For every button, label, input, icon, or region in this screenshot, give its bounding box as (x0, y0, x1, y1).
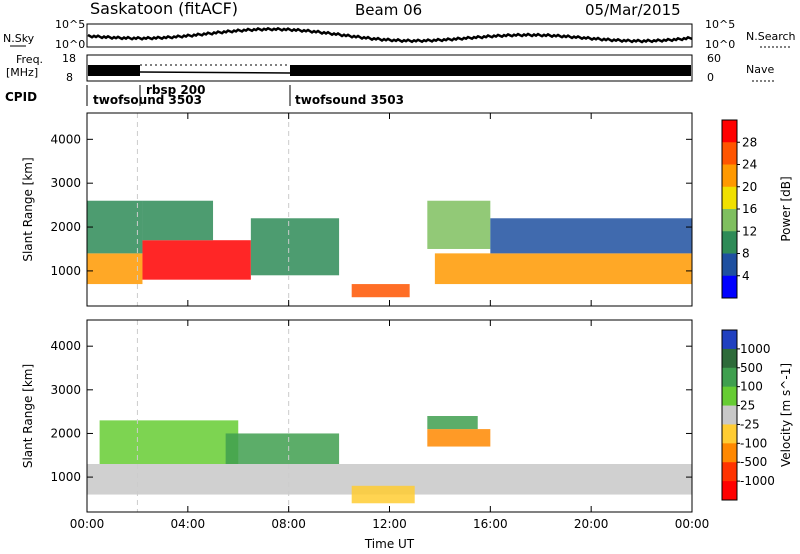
power-data-region (434, 253, 692, 285)
velocity-colorbar-segment (722, 386, 737, 407)
velocity-x-tick-label: 08:00 (271, 517, 306, 531)
power-colorbar-segment (722, 164, 737, 188)
nsky-label: N.Sky (3, 32, 35, 45)
velocity-y-tick-label: 3000 (50, 383, 81, 397)
velocity-colorbar-frame (721, 329, 738, 501)
power-colorbar-segment (722, 209, 737, 232)
freq-tick-top: 18 (62, 52, 76, 65)
velocity-xlabel: Time UT (364, 537, 415, 551)
power-data-region (87, 253, 143, 285)
velocity-colorbar-segment (722, 405, 737, 425)
nsearch-tick-bottom: 10^0 (705, 38, 735, 51)
nsky-tick-bottom: 10^0 (55, 38, 85, 51)
freq-bar-left (88, 65, 140, 76)
velocity-y-tick-label: 2000 (50, 426, 81, 440)
velocity-x-tick-label: 04:00 (171, 517, 206, 531)
power-colorbar-segment (722, 120, 737, 143)
power-colorbar-tick-label: 24 (742, 158, 757, 172)
nsky-panel-frame (86, 23, 693, 48)
cpid-label: CPID (5, 90, 37, 104)
power-colorbar-tick-label: 16 (742, 202, 757, 216)
power-colorbar-segment (722, 275, 737, 299)
velocity-x-tick-label: 20:00 (574, 517, 609, 531)
nsky-trace (87, 26, 693, 44)
nave-label: Nave (746, 63, 774, 76)
power-data-region (142, 200, 214, 241)
velocity-x-tick-label: 16:00 (473, 517, 508, 531)
freq-line-middle (139, 71, 291, 74)
velocity-colorbar-segment (722, 367, 737, 388)
power-colorbar-tick-label: 4 (742, 269, 750, 283)
velocity-colorbar-segment (722, 348, 737, 369)
power-colorbar-segment (722, 186, 737, 210)
nsearch-label: N.Search (746, 30, 796, 43)
nave-tick-top: 60 (707, 52, 721, 65)
power-y-tick-label: 2000 (50, 220, 81, 234)
power-colorbar-segment (722, 142, 737, 165)
velocity-colorbar-tick-label: 500 (740, 361, 763, 375)
power-data-region (142, 240, 251, 280)
velocity-colorbar-tick-label: -100 (740, 436, 767, 450)
cpid-segment-2: rbsp 200 (146, 83, 205, 97)
freq-bar-right (290, 65, 691, 76)
freq-panel-frame (86, 54, 693, 82)
power-colorbar-label: Power [dB] (779, 176, 793, 241)
velocity-data-region (427, 416, 478, 430)
velocity-data-region (99, 420, 239, 464)
power-colorbar-tick-label: 12 (742, 224, 757, 238)
power-y-tick-label: 4000 (50, 132, 81, 146)
power-data-region (351, 284, 410, 298)
power-y-tick-label: 1000 (50, 264, 81, 278)
velocity-colorbar-tick-label: -25 (740, 417, 760, 431)
freq-unit-label: [MHz] (6, 66, 38, 79)
velocity-data-region (427, 429, 491, 447)
velocity-data-region (225, 433, 340, 464)
power-colorbar-segment (722, 231, 737, 254)
power-data-region (87, 200, 143, 254)
station-title: Saskatoon (fitACF) (90, 0, 238, 18)
velocity-colorbar-segment (722, 481, 737, 501)
velocity-y-tick-label: 4000 (50, 339, 81, 353)
velocity-colorbar-tick-label: 1000 (740, 342, 771, 356)
beam-title: Beam 06 (355, 1, 422, 19)
power-colorbar-tick-label: 20 (742, 180, 757, 194)
power-data-region (490, 218, 692, 254)
velocity-x-tick-label: 00:00 (70, 517, 105, 531)
power-panel: 1000 2000 3000 4000 Slant Range [km] 4 8 12 16 20… (21, 112, 793, 307)
power-data-region (250, 218, 340, 276)
velocity-colorbar-segment (722, 330, 737, 350)
power-colorbar-tick-label: 8 (742, 247, 750, 261)
velocity-y-tick-label: 1000 (50, 470, 81, 484)
velocity-colorbar-segment (722, 424, 737, 444)
velocity-x-tick-label: 00:00 (675, 517, 710, 531)
velocity-colorbar-segment (722, 443, 737, 463)
cpid-segment-3: twofsound 3503 (295, 93, 404, 107)
velocity-colorbar-tick-label: 25 (740, 399, 755, 413)
velocity-x-tick-label: 12:00 (372, 517, 407, 531)
freq-tick-bottom: 8 (66, 71, 73, 84)
nave-tick-bottom: 0 (707, 71, 714, 84)
power-y-tick-label: 3000 (50, 176, 81, 190)
nsearch-tick-top: 10^5 (705, 18, 735, 31)
velocity-ylabel: Slant Range [km] (21, 364, 35, 468)
velocity-colorbar-tick-label: -1000 (740, 474, 775, 488)
velocity-data-region (351, 485, 415, 504)
power-colorbar-tick-label: 28 (742, 135, 757, 149)
cpid-segment-1: twofsound 3503 (93, 93, 202, 107)
power-data-region (427, 200, 491, 249)
nsky-tick-top: 10^5 (55, 18, 85, 31)
power-colorbar-segment (722, 253, 737, 277)
velocity-panel: 1000 2000 3000 4000 00:00 04:00 08:00 12:00 16:0… (21, 319, 793, 551)
velocity-colorbar-label: Velocity [m s^-1] (779, 363, 793, 467)
velocity-colorbar-tick-label: 100 (740, 380, 763, 394)
power-ylabel: Slant Range [km] (21, 157, 35, 261)
velocity-colorbar-segment (722, 462, 737, 482)
velocity-colorbar-tick-label: -500 (740, 455, 767, 469)
freq-label: Freq. (16, 53, 43, 66)
date-title: 05/Mar/2015 (585, 1, 681, 19)
